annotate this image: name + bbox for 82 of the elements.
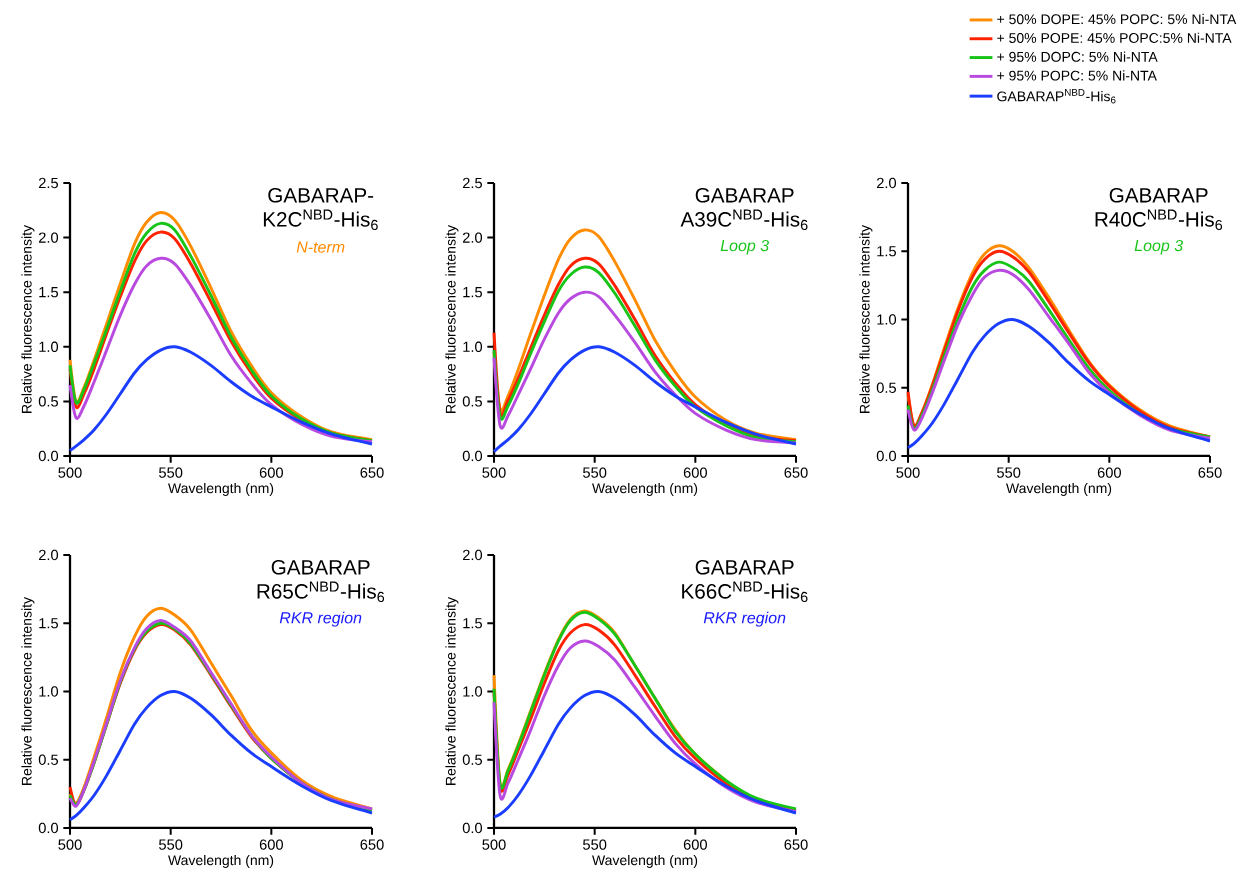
y-tick-label: 2.0 <box>462 549 483 561</box>
y-tick-label: 0.0 <box>462 450 483 462</box>
y-axis-title: Relative fluorescence intensity <box>21 225 35 413</box>
legend-label: + 95% DOPC: 5% Ni-NTA <box>997 51 1158 62</box>
x-tick-label: 500 <box>482 467 506 478</box>
annotation: Loop 3 <box>720 239 769 255</box>
x-tick-label: 650 <box>784 467 808 478</box>
y-tick-label: 1.5 <box>463 618 482 629</box>
y-tick-label: 1.0 <box>877 314 897 325</box>
line-series <box>492 690 798 819</box>
x-tick-label: 500 <box>58 467 82 478</box>
x-tick-label: 650 <box>360 839 384 850</box>
x-tick-label: 650 <box>360 467 384 478</box>
x-axis-title: Wavelength (nm) <box>168 854 274 868</box>
x-axis-title: Wavelength (nm) <box>592 854 698 868</box>
y-tick-label: 0.5 <box>462 754 482 765</box>
y-axis-title: Relative fluorescence intensity <box>859 225 873 413</box>
y-tick-label: 2.0 <box>462 232 483 243</box>
y-tick-label: 1.5 <box>877 246 896 257</box>
y-tick-label: 2.5 <box>38 177 58 189</box>
y-tick-label: 1.0 <box>463 686 483 697</box>
annotation: N-term <box>296 241 345 253</box>
line-series <box>68 345 374 452</box>
y-tick-label: 0.5 <box>38 396 58 407</box>
y-tick-label: 1.0 <box>39 686 59 697</box>
x-tick-label: 600 <box>1097 467 1121 478</box>
line-series <box>906 318 1212 450</box>
y-tick-label: 1.0 <box>39 341 59 352</box>
x-tick-label: 650 <box>1198 467 1222 478</box>
legend-label: + 50% DOPE: 45% POPC: 5% Ni-NTA <box>997 13 1237 25</box>
y-axis-title: Relative fluorescence intensity <box>445 225 459 413</box>
x-tick-label: 600 <box>259 467 283 478</box>
x-tick-label: 650 <box>784 839 808 850</box>
y-tick-label: 2.0 <box>876 177 897 189</box>
annotation: RKR region <box>279 611 362 627</box>
x-axis-title: Wavelength (nm) <box>592 482 698 496</box>
y-tick-label: 0.5 <box>876 382 896 393</box>
chart-title: GABARAP <box>271 559 370 575</box>
line-series <box>492 345 798 454</box>
y-tick-label: 1.5 <box>39 618 58 629</box>
legend-label: + 50% POPE: 45% POPC:5% Ni-NTA <box>997 32 1232 43</box>
x-tick-label: 550 <box>159 839 183 850</box>
x-axis-title: Wavelength (nm) <box>168 482 274 496</box>
annotation: Loop 3 <box>1134 239 1183 255</box>
text: A39C$^{NBD}$-His$_{6}$ <box>680 209 808 231</box>
x-tick-label: 500 <box>896 467 920 478</box>
chart-title: GABARAP <box>695 559 794 575</box>
y-tick-label: 0.5 <box>38 754 58 765</box>
y-tick-label: 0.0 <box>462 822 483 834</box>
y-tick-label: 0.5 <box>462 396 482 407</box>
y-tick-label: 2.0 <box>38 549 59 561</box>
annotation: RKR region <box>703 611 786 627</box>
y-tick-label: 1.0 <box>463 341 483 352</box>
x-axis-title: Wavelength (nm) <box>1006 482 1112 496</box>
chart-title: GABARAP <box>1109 187 1208 203</box>
legend-label: + 95% POPC: 5% Ni-NTA <box>997 70 1157 81</box>
chart-title: GABARAP- <box>268 187 374 203</box>
y-tick-label: 0.0 <box>38 822 59 834</box>
x-tick-label: 550 <box>159 467 183 478</box>
x-tick-label: 500 <box>58 839 82 850</box>
x-tick-label: 550 <box>997 467 1021 478</box>
y-tick-label: 0.0 <box>876 450 897 462</box>
y-tick-label: 1.5 <box>463 287 482 298</box>
y-axis-title: Relative fluorescence intensity <box>445 597 459 785</box>
text: R40C$^{NBD}$-His$_{6}$ <box>1095 209 1223 231</box>
text: K2C$^{NBD}$-His$_{6}$ <box>263 209 378 231</box>
x-tick-label: 600 <box>683 839 707 850</box>
y-tick-label: 2.0 <box>38 232 59 243</box>
text: R65C$^{NBD}$-His$_{6}$ <box>257 581 385 603</box>
y-tick-label: 2.5 <box>462 177 482 189</box>
x-tick-label: 500 <box>482 839 506 850</box>
x-tick-label: 550 <box>583 839 607 850</box>
y-axis-title: Relative fluorescence intensity <box>21 597 35 785</box>
text: K66C$^{NBD}$-His$_{6}$ <box>682 581 808 603</box>
chart-title: GABARAP <box>695 187 794 203</box>
legend-label: GABARAP$^{NBD}$-His$_{6}$ <box>997 89 1116 104</box>
y-tick-label: 0.0 <box>38 450 59 462</box>
x-tick-label: 600 <box>683 467 707 478</box>
x-tick-label: 550 <box>583 467 607 478</box>
y-tick-label: 1.5 <box>39 287 58 298</box>
line-series <box>68 690 374 822</box>
x-tick-label: 600 <box>259 839 283 850</box>
